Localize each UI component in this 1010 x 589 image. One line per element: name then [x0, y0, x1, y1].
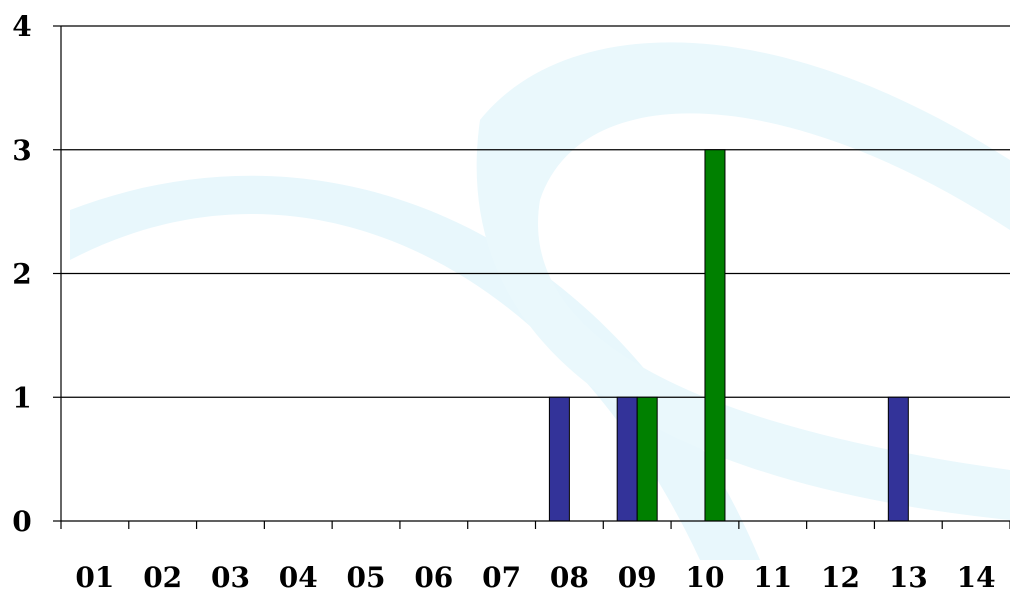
bar-13-series-1 [887, 396, 909, 522]
y-tick-label-4: 4 [12, 10, 31, 43]
y-tick-label-2: 2 [12, 258, 31, 291]
x-tick-label-05: 05 [347, 561, 386, 589]
x-tick-label-03: 03 [211, 561, 250, 589]
y-tick-labels: 0 1 2 3 4 [12, 10, 31, 538]
bar-09-series-1 [616, 396, 638, 522]
x-tick-label-08: 08 [550, 561, 589, 589]
x-axis-ticks [53, 25, 1010, 529]
y-tick-label-0: 0 [12, 505, 31, 538]
x-tick-label-14: 14 [957, 561, 996, 589]
x-tick-label-10: 10 [685, 561, 724, 589]
x-tick-labels: 01 02 03 04 05 06 07 08 09 10 11 12 13 14 [75, 561, 995, 589]
y-tick-label-3: 3 [12, 134, 31, 167]
bars [548, 149, 909, 522]
x-tick-label-02: 02 [143, 561, 182, 589]
bar-09-series-2 [636, 396, 658, 522]
x-tick-label-13: 13 [889, 561, 928, 589]
bar-10-series-2 [704, 149, 726, 522]
x-tick-label-07: 07 [482, 561, 521, 589]
x-tick-label-01: 01 [75, 561, 114, 589]
gridlines [61, 25, 1010, 398]
x-tick-label-04: 04 [279, 561, 318, 589]
y-tick-label-1: 1 [12, 381, 31, 414]
x-tick-label-09: 09 [618, 561, 657, 589]
x-tick-label-12: 12 [821, 561, 860, 589]
x-tick-label-06: 06 [414, 561, 453, 589]
x-tick-label-11: 11 [753, 561, 792, 589]
bar-08-series-1 [548, 396, 570, 522]
watermark-swoosh [70, 42, 1010, 560]
